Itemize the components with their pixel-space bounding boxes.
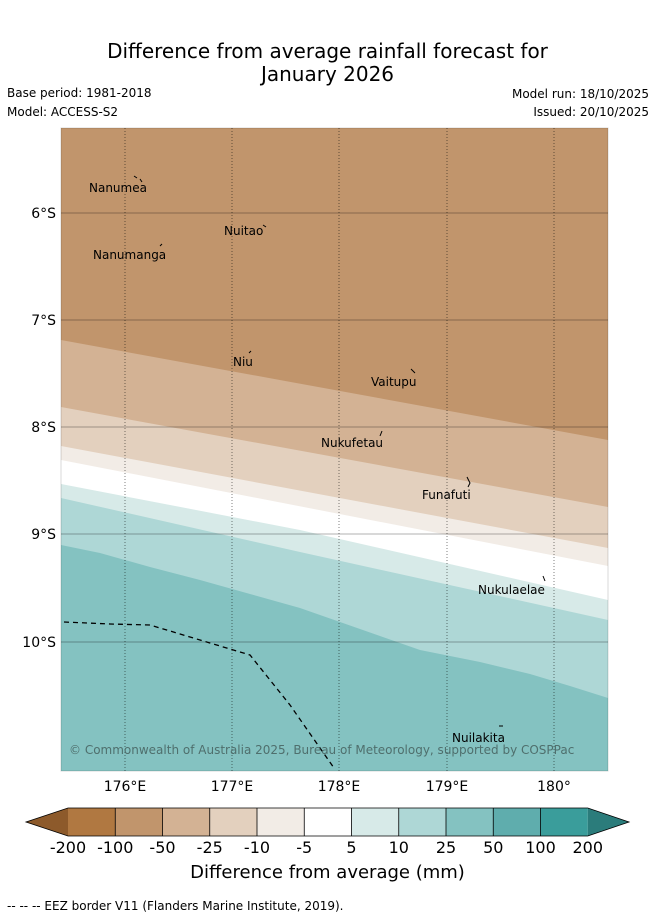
place-label-nukulaelae: Nukulaelae — [478, 583, 545, 597]
colorbar-swatch — [446, 808, 494, 836]
colorbar-outline — [24, 807, 631, 837]
colorbar-swatch — [115, 808, 163, 836]
map-area: Nanumea Nuitao Nanumanga Niu Vaitupu Nuk… — [60, 127, 609, 772]
colorbar-label: 25 — [436, 838, 456, 857]
colorbar-swatch — [540, 808, 588, 836]
colorbar-dividers — [114, 808, 541, 836]
model-name: Model: ACCESS-S2 — [7, 105, 119, 119]
eez-note: -- -- -- EEZ border V11 (Flanders Marine… — [7, 899, 344, 913]
colorbar-swatch — [68, 808, 116, 836]
colorbar-title: Difference from average (mm) — [190, 862, 465, 883]
colorbar-label: 50 — [483, 838, 503, 857]
eez-border-line — [63, 621, 335, 769]
place-label-nuilakita: Nuilakita — [452, 731, 505, 745]
lon-gridlines — [124, 128, 555, 771]
colorbar-swatch — [351, 808, 399, 836]
colorbar: -200 -100 -50 -25 -10 -5 5 10 25 50 100 … — [24, 807, 631, 857]
island-vaitupu — [410, 368, 416, 374]
lat-label-9s: 9°S — [31, 527, 56, 543]
colorbar-label: -5 — [296, 838, 312, 857]
island-nanumanga — [159, 243, 163, 247]
island-marks — [133, 175, 546, 727]
page-title: Difference from average rainfall forecas… — [0, 40, 655, 86]
colorbar-label: 5 — [346, 838, 356, 857]
colorbar-label: -50 — [149, 838, 175, 857]
colorbar-high-arrow — [587, 808, 629, 836]
colorbar-label: 100 — [525, 838, 556, 857]
lon-label-178e: 178°E — [318, 779, 361, 795]
place-label-nanumanga: Nanumanga — [93, 248, 166, 262]
colorbar-swatch — [493, 808, 541, 836]
title-line-1: Difference from average rainfall forecas… — [107, 39, 548, 63]
colorbar-label: -100 — [97, 838, 133, 857]
base-period: Base period: 1981-2018 — [7, 86, 152, 100]
lat-label-6s: 6°S — [31, 206, 56, 222]
colorbar-low-arrow — [26, 808, 68, 836]
map-frame — [60, 127, 609, 772]
place-label-funafuti: Funafuti — [422, 488, 471, 502]
island-nuitao — [262, 224, 267, 228]
colorbar-swatch — [304, 808, 352, 836]
lon-label-180: 180° — [537, 779, 571, 795]
colorbar-swatch — [257, 808, 305, 836]
title-line-2: January 2026 — [260, 62, 395, 86]
colorbar-swatch — [398, 808, 446, 836]
issued-date: Issued: 20/10/2025 — [533, 105, 649, 119]
model-run: Model run: 18/10/2025 — [511, 87, 649, 101]
island-funafuti — [466, 476, 471, 488]
lat-label-7s: 7°S — [31, 313, 56, 329]
place-label-vaitupu: Vaitupu — [371, 375, 417, 389]
lon-label-176e: 176°E — [104, 779, 147, 795]
island-nukulaelae — [542, 575, 546, 582]
band-25-to-50 — [61, 545, 608, 771]
lat-label-8s: 8°S — [31, 420, 56, 436]
place-label-nuitao: Nuitao — [224, 224, 263, 238]
place-label-niu: Niu — [233, 355, 253, 369]
copyright-notice: © Commonwealth of Australia 2025, Bureau… — [69, 743, 574, 757]
lon-label-177e: 177°E — [211, 779, 254, 795]
lon-label-179e: 179°E — [426, 779, 469, 795]
lat-label-10s: 10°S — [22, 635, 56, 651]
colorbar-swatch — [162, 808, 210, 836]
colorbar-swatch — [209, 808, 257, 836]
island-niu — [248, 350, 252, 354]
lat-gridlines — [61, 212, 608, 643]
colorbar-label: -10 — [244, 838, 270, 857]
place-label-nanumea: Nanumea — [89, 181, 147, 195]
colorbar-label: 10 — [389, 838, 409, 857]
place-label-nukufetau: Nukufetau — [321, 436, 383, 450]
colorbar-label: -25 — [197, 838, 223, 857]
island-nanumea — [133, 175, 143, 183]
colorbar-label: 200 — [572, 838, 603, 857]
colorbar-label: -200 — [50, 838, 86, 857]
island-nukufetau — [379, 430, 383, 437]
